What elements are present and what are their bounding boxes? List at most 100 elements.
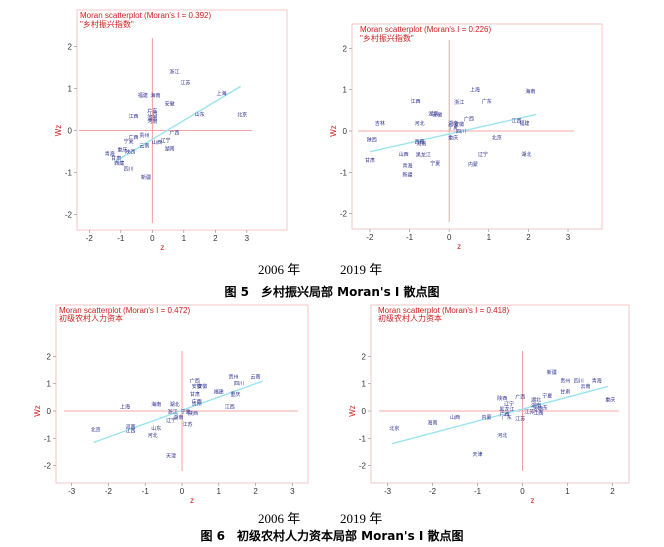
x-tick-label: -1 (142, 487, 150, 496)
y-tick-label: -2 (65, 211, 73, 220)
data-point-label: 浙江 (454, 99, 464, 106)
x-tick-label: 1 (182, 234, 187, 243)
data-point-label: 北京 (389, 425, 399, 432)
data-point-label: 福建 (519, 120, 529, 127)
y-tick-label: 0 (47, 407, 52, 416)
y-tick-label: 0 (343, 127, 348, 136)
fig6-caption: 图 6 初级农村人力资本局部 Moran's I 散点图 (200, 529, 464, 543)
x-tick-label: 0 (180, 487, 185, 496)
data-point-label: 安徽 (454, 121, 464, 128)
y-tick-label: -1 (359, 434, 367, 443)
data-point-label: 重庆 (117, 147, 127, 154)
data-point-label: 安徽 (533, 406, 543, 413)
data-point-label: 宁夏 (448, 124, 458, 131)
x-axis-label: z (190, 496, 194, 505)
data-point-label: 黑龙江 (416, 152, 431, 159)
y-tick-label: 2 (362, 352, 367, 361)
x-tick-label: 1 (565, 487, 570, 496)
y-tick-label: -1 (340, 168, 348, 177)
data-point-label: 浙江 (168, 409, 178, 416)
data-point-label: 江西 (128, 113, 138, 120)
data-point-label: 黑龙江 (499, 406, 514, 413)
y-tick-label: 1 (47, 380, 52, 389)
chart-subtitle: 初级农村人力资本 (59, 313, 123, 323)
chart-subtitle: "乡村振兴指数" (360, 33, 414, 43)
data-point-label: 山西 (450, 414, 460, 421)
data-point-label: 广西 (515, 394, 525, 401)
x-tick-label: -2 (86, 234, 94, 243)
data-point-label: 天津 (472, 451, 482, 458)
chart-title: Moran scatterplot (Moran's I = 0.392) (80, 11, 211, 20)
data-point-label: 西藏 (114, 160, 124, 167)
y-tick-label: 0 (68, 127, 73, 136)
data-point-label: 新疆 (547, 369, 557, 376)
data-point-label: 云南 (139, 142, 149, 149)
data-point-label: 上海 (120, 403, 130, 410)
y-tick-label: 1 (68, 84, 73, 93)
moran-scatter-2: Moran scatterplot (Moran's I = 0.226) "乡村… (329, 22, 615, 257)
moran-scatter-1-svg: Moran scatterplot (Moran's I = 0.392)"乡村… (54, 9, 288, 252)
data-point-label: 宁夏 (181, 409, 191, 416)
data-point-label: 河北 (148, 432, 158, 439)
data-point-label: 江西 (147, 110, 157, 117)
x-tick-label: 1 (487, 233, 492, 242)
data-point-label: 海南 (150, 92, 160, 99)
data-point-label: 宁夏 (430, 160, 440, 167)
data-point-label: 吉林 (375, 120, 385, 127)
data-point-label: 北京 (492, 134, 502, 141)
x-tick-label: 1 (217, 487, 222, 496)
x-tick-label: -1 (474, 487, 482, 496)
data-point-label: 湖南 (428, 110, 438, 117)
y-tick-label: -1 (44, 434, 52, 443)
x-tick-label: 2 (526, 233, 531, 242)
y-tick-label: 0 (362, 407, 367, 416)
fig5-year-right: 2019 年 (340, 262, 383, 277)
x-tick-label: 0 (520, 487, 525, 496)
data-point-label: 湖北 (521, 151, 531, 158)
x-axis-label: z (531, 496, 535, 505)
fig5-year-left: 2006 年 (258, 262, 301, 277)
data-point-label: 西藏 (414, 138, 424, 145)
data-point-label: 宁夏 (124, 138, 134, 145)
data-point-label: 江西 (533, 410, 543, 417)
data-point-label: 宁夏 (542, 392, 552, 399)
data-point-label: 海南 (525, 88, 535, 95)
data-point-label: 广西 (464, 116, 474, 123)
data-point-label: 河北 (497, 432, 507, 439)
data-point-label: 新疆 (141, 174, 151, 181)
data-point-label: 江苏 (180, 79, 190, 86)
data-point-label: 贵州 (192, 401, 202, 408)
data-point-label: 海南 (151, 401, 161, 408)
regression-line (114, 85, 241, 163)
y-tick-label: -1 (65, 169, 73, 178)
y-tick-label: -2 (340, 210, 348, 219)
moran-scatter-1: Moran scatterplot (Moran's I = 0.392) "乡村… (54, 8, 290, 258)
data-point-label: 四川 (456, 129, 466, 135)
x-tick-label: -2 (429, 487, 437, 496)
y-axis-label: Wz (33, 405, 42, 417)
data-point-label: 辽宁 (478, 151, 488, 158)
x-tick-label: -3 (384, 487, 392, 496)
plot-frame (351, 23, 603, 230)
x-tick-label: 3 (290, 487, 295, 496)
data-point-label: 辽宁 (504, 401, 514, 408)
data-point-label: 陕西 (367, 136, 377, 143)
x-tick-label: -1 (117, 234, 125, 243)
data-point-label: 青海 (105, 151, 115, 158)
data-point-label: 湖北 (170, 401, 180, 408)
data-point-label: 山西 (399, 151, 409, 158)
data-point-label: 内蒙 (481, 414, 491, 421)
chart-title: Moran scatterplot (Moran's I = 0.226) (360, 25, 491, 34)
data-point-label: 广东 (482, 98, 492, 105)
data-point-label: 贵州 (139, 132, 149, 139)
y-tick-label: 1 (362, 380, 367, 389)
data-point-label: 山东 (151, 425, 161, 432)
data-point-label: 河北 (414, 120, 424, 127)
data-point-label: 江苏 (183, 421, 193, 428)
data-point-label: 辽宁 (161, 137, 171, 144)
data-point-label: 甘肃 (190, 391, 200, 398)
data-point-label: 河南 (147, 118, 157, 125)
data-point-label: 安徽 (432, 112, 442, 119)
x-tick-label: 2 (213, 234, 218, 243)
regression-line (93, 380, 264, 444)
